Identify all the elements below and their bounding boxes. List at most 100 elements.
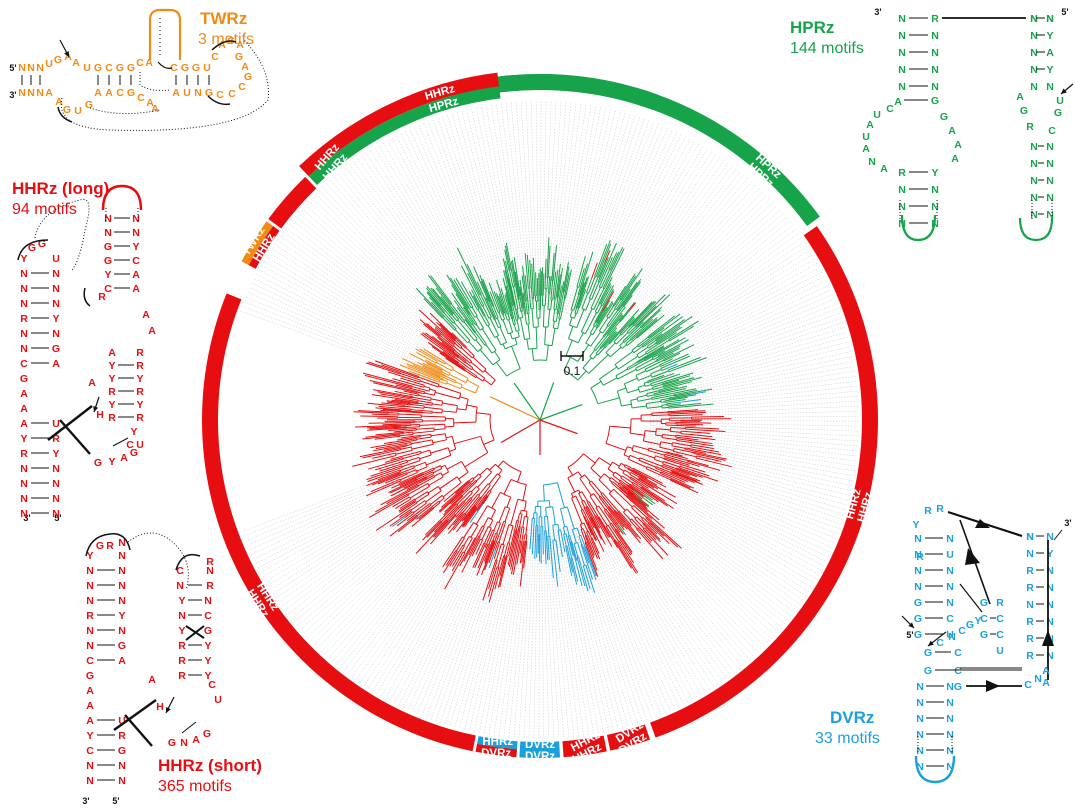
tree-branch xyxy=(608,506,620,520)
nucleotide: A xyxy=(1046,47,1054,59)
guide-line xyxy=(344,166,474,334)
tree-branch xyxy=(676,399,702,404)
phylogenetic-tree xyxy=(352,237,732,603)
tree-branch xyxy=(630,476,638,482)
tree-branch xyxy=(430,301,450,323)
tree-branch xyxy=(564,280,570,299)
tree-branch xyxy=(378,405,404,410)
tree-branch xyxy=(415,477,428,484)
tree-branch xyxy=(579,478,592,496)
nucleotide: C xyxy=(946,613,954,625)
tree-branch xyxy=(685,394,697,397)
tree-branch xyxy=(685,428,701,431)
nucleotide: R xyxy=(108,386,116,398)
tree-branch xyxy=(482,305,490,319)
tree-branch xyxy=(634,518,645,529)
guide-line xyxy=(583,126,669,320)
nucleotide: Y xyxy=(178,625,185,637)
nucleotide: N xyxy=(1046,13,1054,25)
guide-line xyxy=(586,519,676,711)
tree-arc xyxy=(639,326,642,329)
tree-branch xyxy=(418,394,432,399)
tree-branch xyxy=(656,327,676,342)
tree-branch xyxy=(479,526,485,537)
nucleotide: N xyxy=(898,201,906,213)
guide-line xyxy=(413,125,497,319)
tree-branch xyxy=(379,464,399,472)
nucleotide: U xyxy=(862,131,870,143)
tree-branch xyxy=(429,312,448,331)
tree-branch xyxy=(433,465,441,470)
tree-branch xyxy=(430,529,444,545)
tree-branch xyxy=(407,512,415,519)
tree-branch xyxy=(458,362,466,368)
tree-branch xyxy=(468,545,475,556)
tree-branch xyxy=(705,455,726,461)
nucleotide: R xyxy=(20,313,28,325)
tree-branch xyxy=(496,279,505,305)
tree-branch xyxy=(668,347,680,355)
guide-line xyxy=(604,161,730,332)
tree-branch xyxy=(442,402,458,407)
five-prime-label: 5' xyxy=(1061,7,1068,17)
nucleotide: A xyxy=(55,96,63,108)
tree-branch xyxy=(548,276,551,287)
tree-branch xyxy=(460,366,467,371)
tree-arc xyxy=(444,433,447,440)
tree-branch xyxy=(519,279,523,297)
tree-branch xyxy=(600,496,610,508)
tree-branch xyxy=(666,404,672,406)
guide-line xyxy=(377,143,485,326)
tree-branch xyxy=(703,448,720,453)
tree-branch xyxy=(499,576,503,587)
tree-branch xyxy=(687,460,698,465)
tree-branch xyxy=(386,447,401,452)
tree-branch xyxy=(640,414,652,416)
tree-arc xyxy=(432,471,435,474)
tree-branch xyxy=(503,270,508,284)
nucleotide: G xyxy=(20,373,28,385)
nucleotide: R xyxy=(52,433,60,445)
tree-branch xyxy=(498,506,506,523)
tree-branch xyxy=(454,340,463,348)
tree-branch xyxy=(425,359,434,365)
tree-branch xyxy=(593,321,596,326)
tree-branch xyxy=(663,458,680,465)
tree-branch xyxy=(446,301,464,323)
tree-branch xyxy=(701,453,727,460)
tree-branch xyxy=(603,510,611,519)
tree-branch xyxy=(587,521,593,532)
tree-branch xyxy=(667,411,686,414)
nucleotide: N xyxy=(194,87,202,99)
tree-branch xyxy=(651,411,668,414)
tree-branch xyxy=(435,301,441,307)
tree-branch xyxy=(623,326,642,343)
tree-branch xyxy=(410,403,425,407)
tree-branch xyxy=(644,510,665,529)
three-prime-label: 3' xyxy=(1064,518,1071,528)
tree-branch xyxy=(646,468,671,481)
guide-line xyxy=(373,146,484,327)
guide-line xyxy=(544,529,555,740)
tree-branch xyxy=(504,269,510,287)
guide-line xyxy=(624,216,788,351)
nucleotide: A xyxy=(72,57,80,69)
tree-branch xyxy=(532,518,535,539)
guide-line xyxy=(334,504,470,667)
nucleotide: N xyxy=(118,775,126,787)
tree-branch xyxy=(525,516,529,535)
tree-branch xyxy=(648,447,667,454)
tree-branch xyxy=(508,319,514,333)
guide-line xyxy=(300,207,458,348)
nucleotide: N xyxy=(898,81,906,93)
tree-branch xyxy=(502,305,506,313)
tree-branch xyxy=(412,479,418,483)
guide-line xyxy=(634,257,817,365)
tree-branch xyxy=(419,365,441,377)
tree-arc xyxy=(429,450,432,456)
tree-branch xyxy=(495,361,508,377)
tree-branch xyxy=(671,445,686,449)
nucleotide: U xyxy=(203,62,211,74)
tree-branch xyxy=(588,276,596,294)
tree-branch xyxy=(644,348,666,362)
